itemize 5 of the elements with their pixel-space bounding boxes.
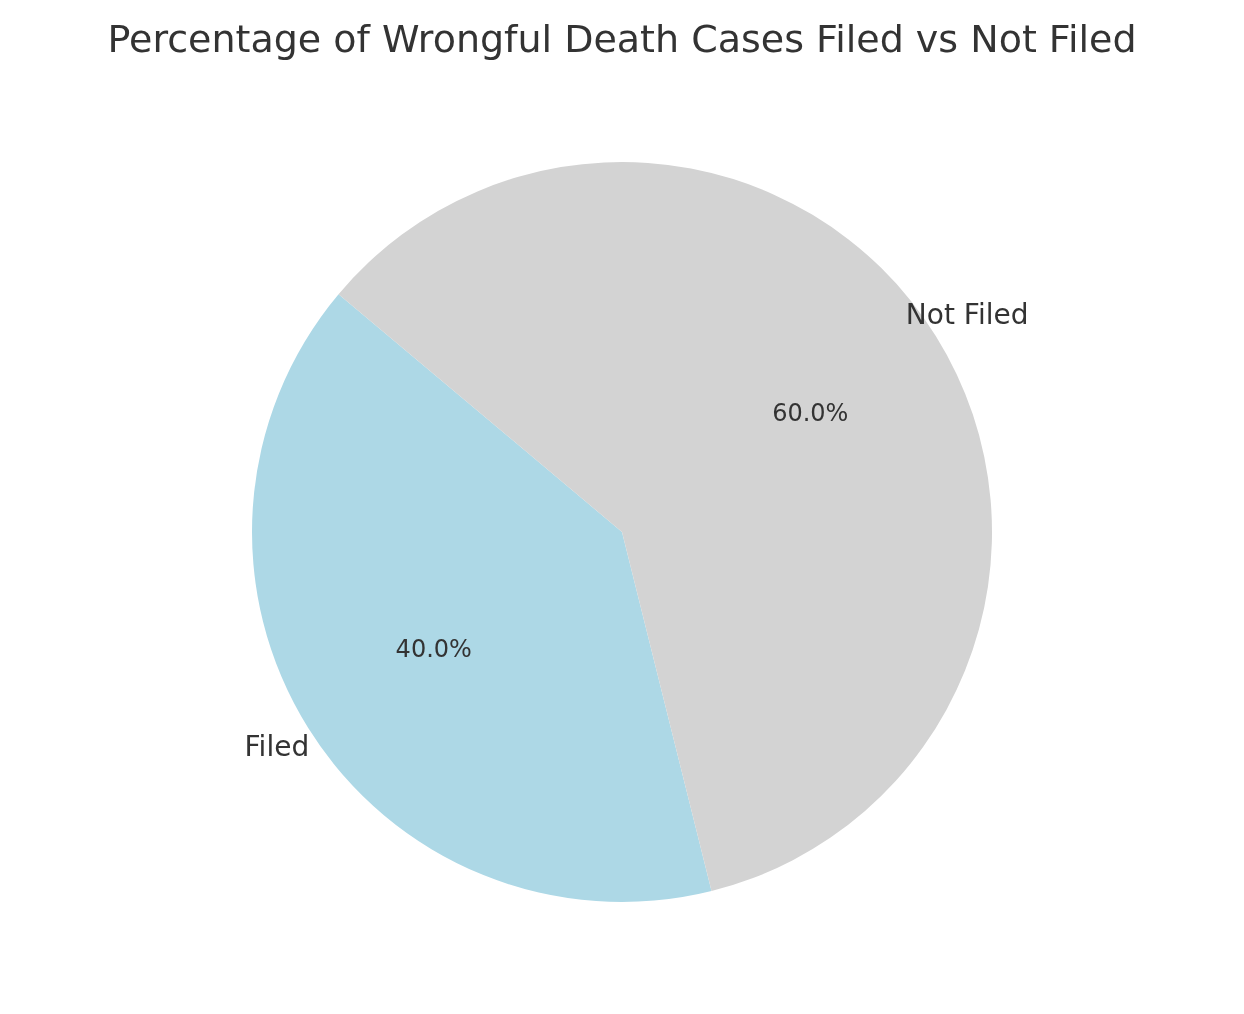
chart-title: Percentage of Wrongful Death Cases Filed vs Not Filed <box>107 17 1137 61</box>
data-label: 60.0% <box>772 399 849 428</box>
slice-label: Filed <box>244 729 310 763</box>
data-label: 40.0% <box>395 634 472 663</box>
slice-label: Not Filed <box>905 298 1029 332</box>
